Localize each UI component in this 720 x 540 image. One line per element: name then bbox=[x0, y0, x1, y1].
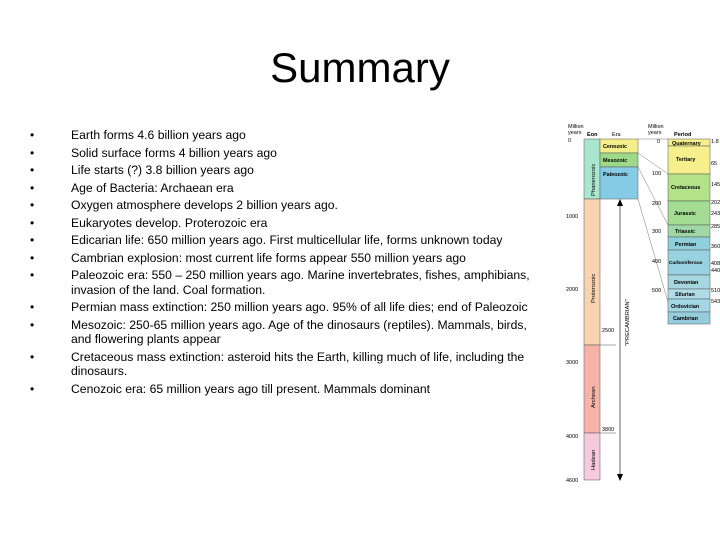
era-paleozoic-block bbox=[599, 166, 639, 200]
right-tick-label: 543 bbox=[711, 299, 720, 305]
connector-line bbox=[637, 166, 669, 226]
period-header: Period bbox=[674, 132, 692, 138]
boundary-label-3800: 3800 bbox=[602, 427, 614, 433]
period-carboniferous-label: Carboniferous bbox=[669, 260, 703, 266]
geologic-timescale-figure: Million years Eon Era Million years Peri… bbox=[566, 124, 720, 484]
era-paleozoic-label: Paleozoic bbox=[603, 172, 628, 178]
left-header-line1: Million bbox=[568, 124, 584, 130]
right-tick-label: 510 bbox=[711, 288, 720, 294]
left-header-line2: years bbox=[568, 130, 582, 136]
right-header-line2: years bbox=[648, 130, 662, 136]
right-tick-label: 360 bbox=[711, 244, 720, 250]
left-tick-label: 2000 bbox=[566, 287, 578, 293]
era-cenozoic-label: Cenozoic bbox=[603, 144, 627, 150]
mid-tick-label: 300 bbox=[652, 229, 661, 235]
period-tertiary-label: Tertiary bbox=[676, 157, 695, 163]
eon-phanerozoic-label: Phanerozoic bbox=[591, 164, 597, 196]
period-triassic-label: Triassic bbox=[675, 229, 695, 235]
bullet-item: Eukaryotes develop. Proterozoic era bbox=[30, 216, 530, 231]
bullet-item: Cretaceous mass extinction: asteroid hit… bbox=[30, 350, 530, 379]
precambrian-label: "PRECAMBRIAN" bbox=[625, 299, 631, 346]
era-mesozoic-label: Mesozoic bbox=[603, 158, 627, 164]
left-tick-label: 4600 bbox=[566, 478, 578, 484]
period-cambrian-block bbox=[667, 311, 711, 325]
mid-tick-label: 400 bbox=[652, 259, 661, 265]
period-silurian-label: Silurian bbox=[675, 292, 695, 298]
left-tick-label: 1000 bbox=[566, 214, 578, 220]
bullet-item: Solid surface forms 4 billion years ago bbox=[30, 146, 530, 161]
bullet-item: Cenozoic era: 65 million years ago till … bbox=[30, 382, 530, 397]
bullet-item: Edicarian life: 650 million years ago. F… bbox=[30, 233, 530, 248]
eon-header: Eon bbox=[587, 132, 598, 138]
mid-tick-label: 100 bbox=[652, 171, 661, 177]
right-tick-label: 243 bbox=[711, 211, 720, 217]
period-jurassic-label: Jurassic bbox=[674, 211, 696, 217]
period-carboniferous-block bbox=[667, 249, 711, 276]
mid-tick-label: 200 bbox=[652, 201, 661, 207]
bullet-item: Cambrian explosion: most current life fo… bbox=[30, 251, 530, 266]
period-tertiary-block bbox=[667, 145, 711, 175]
period-cambrian-label: Cambrian bbox=[673, 316, 698, 322]
summary-bullet-list: Earth forms 4.6 billion years ago Solid … bbox=[30, 128, 530, 399]
bullet-item: Permian mass extinction: 250 million yea… bbox=[30, 300, 530, 315]
precambrian-arrow-head-down bbox=[617, 474, 623, 481]
period-jurassic-block bbox=[667, 200, 711, 226]
boundary-label-2500: 2500 bbox=[602, 328, 614, 334]
eon-proterozoic-label: Proterozoic bbox=[591, 274, 597, 303]
slide-title: Summary bbox=[270, 44, 450, 91]
connector-line bbox=[637, 152, 669, 175]
bullet-item: Life starts (?) 3.8 billion years ago bbox=[30, 163, 530, 178]
left-tick-label: 4000 bbox=[566, 434, 578, 440]
period-devonian-label: Devonian bbox=[674, 280, 698, 286]
period-cretaceous-block bbox=[667, 173, 711, 202]
left-tick-label: 3000 bbox=[566, 360, 578, 366]
right-tick-label: 145 bbox=[711, 182, 720, 188]
period-ordovician-label: Ordovician bbox=[671, 304, 699, 310]
period-permian-label: Permian bbox=[675, 242, 696, 248]
right-tick-label: 408 bbox=[711, 261, 720, 267]
mid-tick-label: 0 bbox=[657, 139, 660, 145]
era-header: Era bbox=[612, 132, 622, 138]
bullet-item: Age of Bacteria: Archaean era bbox=[30, 181, 530, 196]
right-tick-label: 202 bbox=[711, 200, 720, 206]
period-quaternary-label: Quaternary bbox=[672, 141, 701, 147]
connector-line bbox=[637, 198, 669, 303]
eon-hadean-label: Hadean bbox=[591, 450, 597, 470]
right-tick-label: 440 bbox=[711, 268, 720, 274]
eon-hadean-block bbox=[583, 432, 601, 481]
bullet-item: Paleozoic era: 550 – 250 million years a… bbox=[30, 268, 530, 297]
right-tick-label: 65 bbox=[711, 161, 717, 167]
precambrian-arrow-head-up bbox=[617, 199, 623, 206]
eon-archean-label: Archean bbox=[591, 386, 597, 408]
right-header-line1: Million bbox=[648, 124, 664, 130]
bullet-item: Mesozoic: 250-65 million years ago. Age … bbox=[30, 318, 530, 347]
mid-tick-label: 500 bbox=[652, 288, 661, 294]
left-tick-label: 0 bbox=[568, 138, 571, 144]
period-cretaceous-label: Cretaceous bbox=[671, 185, 700, 191]
eon-proterozoic-block bbox=[583, 198, 601, 346]
right-tick-label: 1.8 bbox=[711, 139, 719, 145]
bullet-item: Earth forms 4.6 billion years ago bbox=[30, 128, 530, 143]
bullet-item: Oxygen atmosphere develops 2 billion yea… bbox=[30, 198, 530, 213]
right-tick-label: 285 bbox=[711, 224, 720, 230]
